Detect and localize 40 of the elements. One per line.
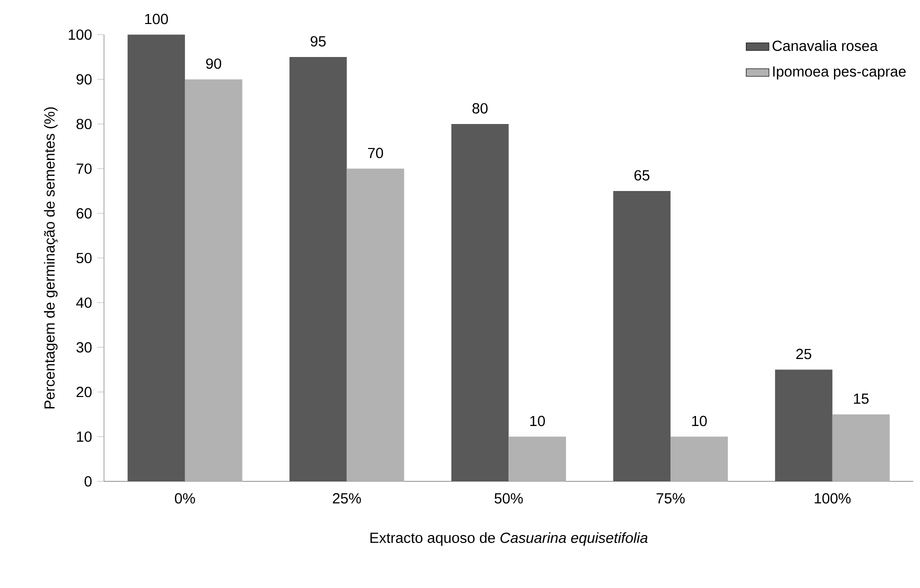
x-tick-label: 50% bbox=[494, 493, 523, 504]
bar bbox=[128, 34, 185, 482]
data-label: 95 bbox=[310, 36, 326, 47]
data-label: 10 bbox=[530, 416, 545, 426]
y-axis-title: Percentagem de germinação de sementes (%) bbox=[44, 107, 58, 408]
data-label: 90 bbox=[206, 58, 222, 69]
data-label: 15 bbox=[854, 394, 869, 404]
x-axis-title: Extracto aquoso de Casuarina equisetifolia bbox=[370, 532, 648, 546]
bar bbox=[451, 124, 509, 482]
data-label: 25 bbox=[796, 348, 812, 360]
y-tick-label: 20 bbox=[76, 386, 92, 398]
bar bbox=[289, 56, 347, 482]
y-tick-label: 40 bbox=[76, 297, 92, 308]
bar bbox=[670, 436, 728, 482]
y-tick-label: 100 bbox=[68, 29, 92, 40]
x-tick-label: 25% bbox=[332, 493, 361, 504]
bar bbox=[184, 79, 242, 482]
y-tick-label: 70 bbox=[76, 163, 92, 174]
y-tick-label: 30 bbox=[76, 342, 92, 353]
y-tick-label: 60 bbox=[76, 208, 92, 219]
data-label: 65 bbox=[634, 170, 650, 181]
x-tick-label: 100% bbox=[814, 493, 851, 504]
bar bbox=[775, 370, 832, 482]
x-tick-label: 75% bbox=[656, 493, 685, 504]
data-label: 70 bbox=[368, 148, 384, 158]
bar bbox=[832, 414, 890, 482]
bar bbox=[613, 190, 671, 482]
y-tick-label: 50 bbox=[76, 252, 92, 264]
bar bbox=[508, 436, 566, 482]
y-tick-label: 10 bbox=[76, 431, 92, 442]
legend-label: Canavalia rosea bbox=[772, 40, 878, 52]
data-label: 80 bbox=[472, 103, 488, 114]
x-tick-label: 0% bbox=[174, 493, 195, 504]
y-tick-label: 90 bbox=[76, 74, 92, 85]
y-tick-label: 0 bbox=[84, 476, 92, 487]
y-tick-label: 80 bbox=[76, 118, 92, 130]
data-label: 10 bbox=[692, 416, 707, 426]
bar bbox=[346, 168, 404, 482]
data-label: 100 bbox=[145, 14, 168, 24]
legend-label: Ipomoea pes-caprae bbox=[773, 66, 906, 80]
